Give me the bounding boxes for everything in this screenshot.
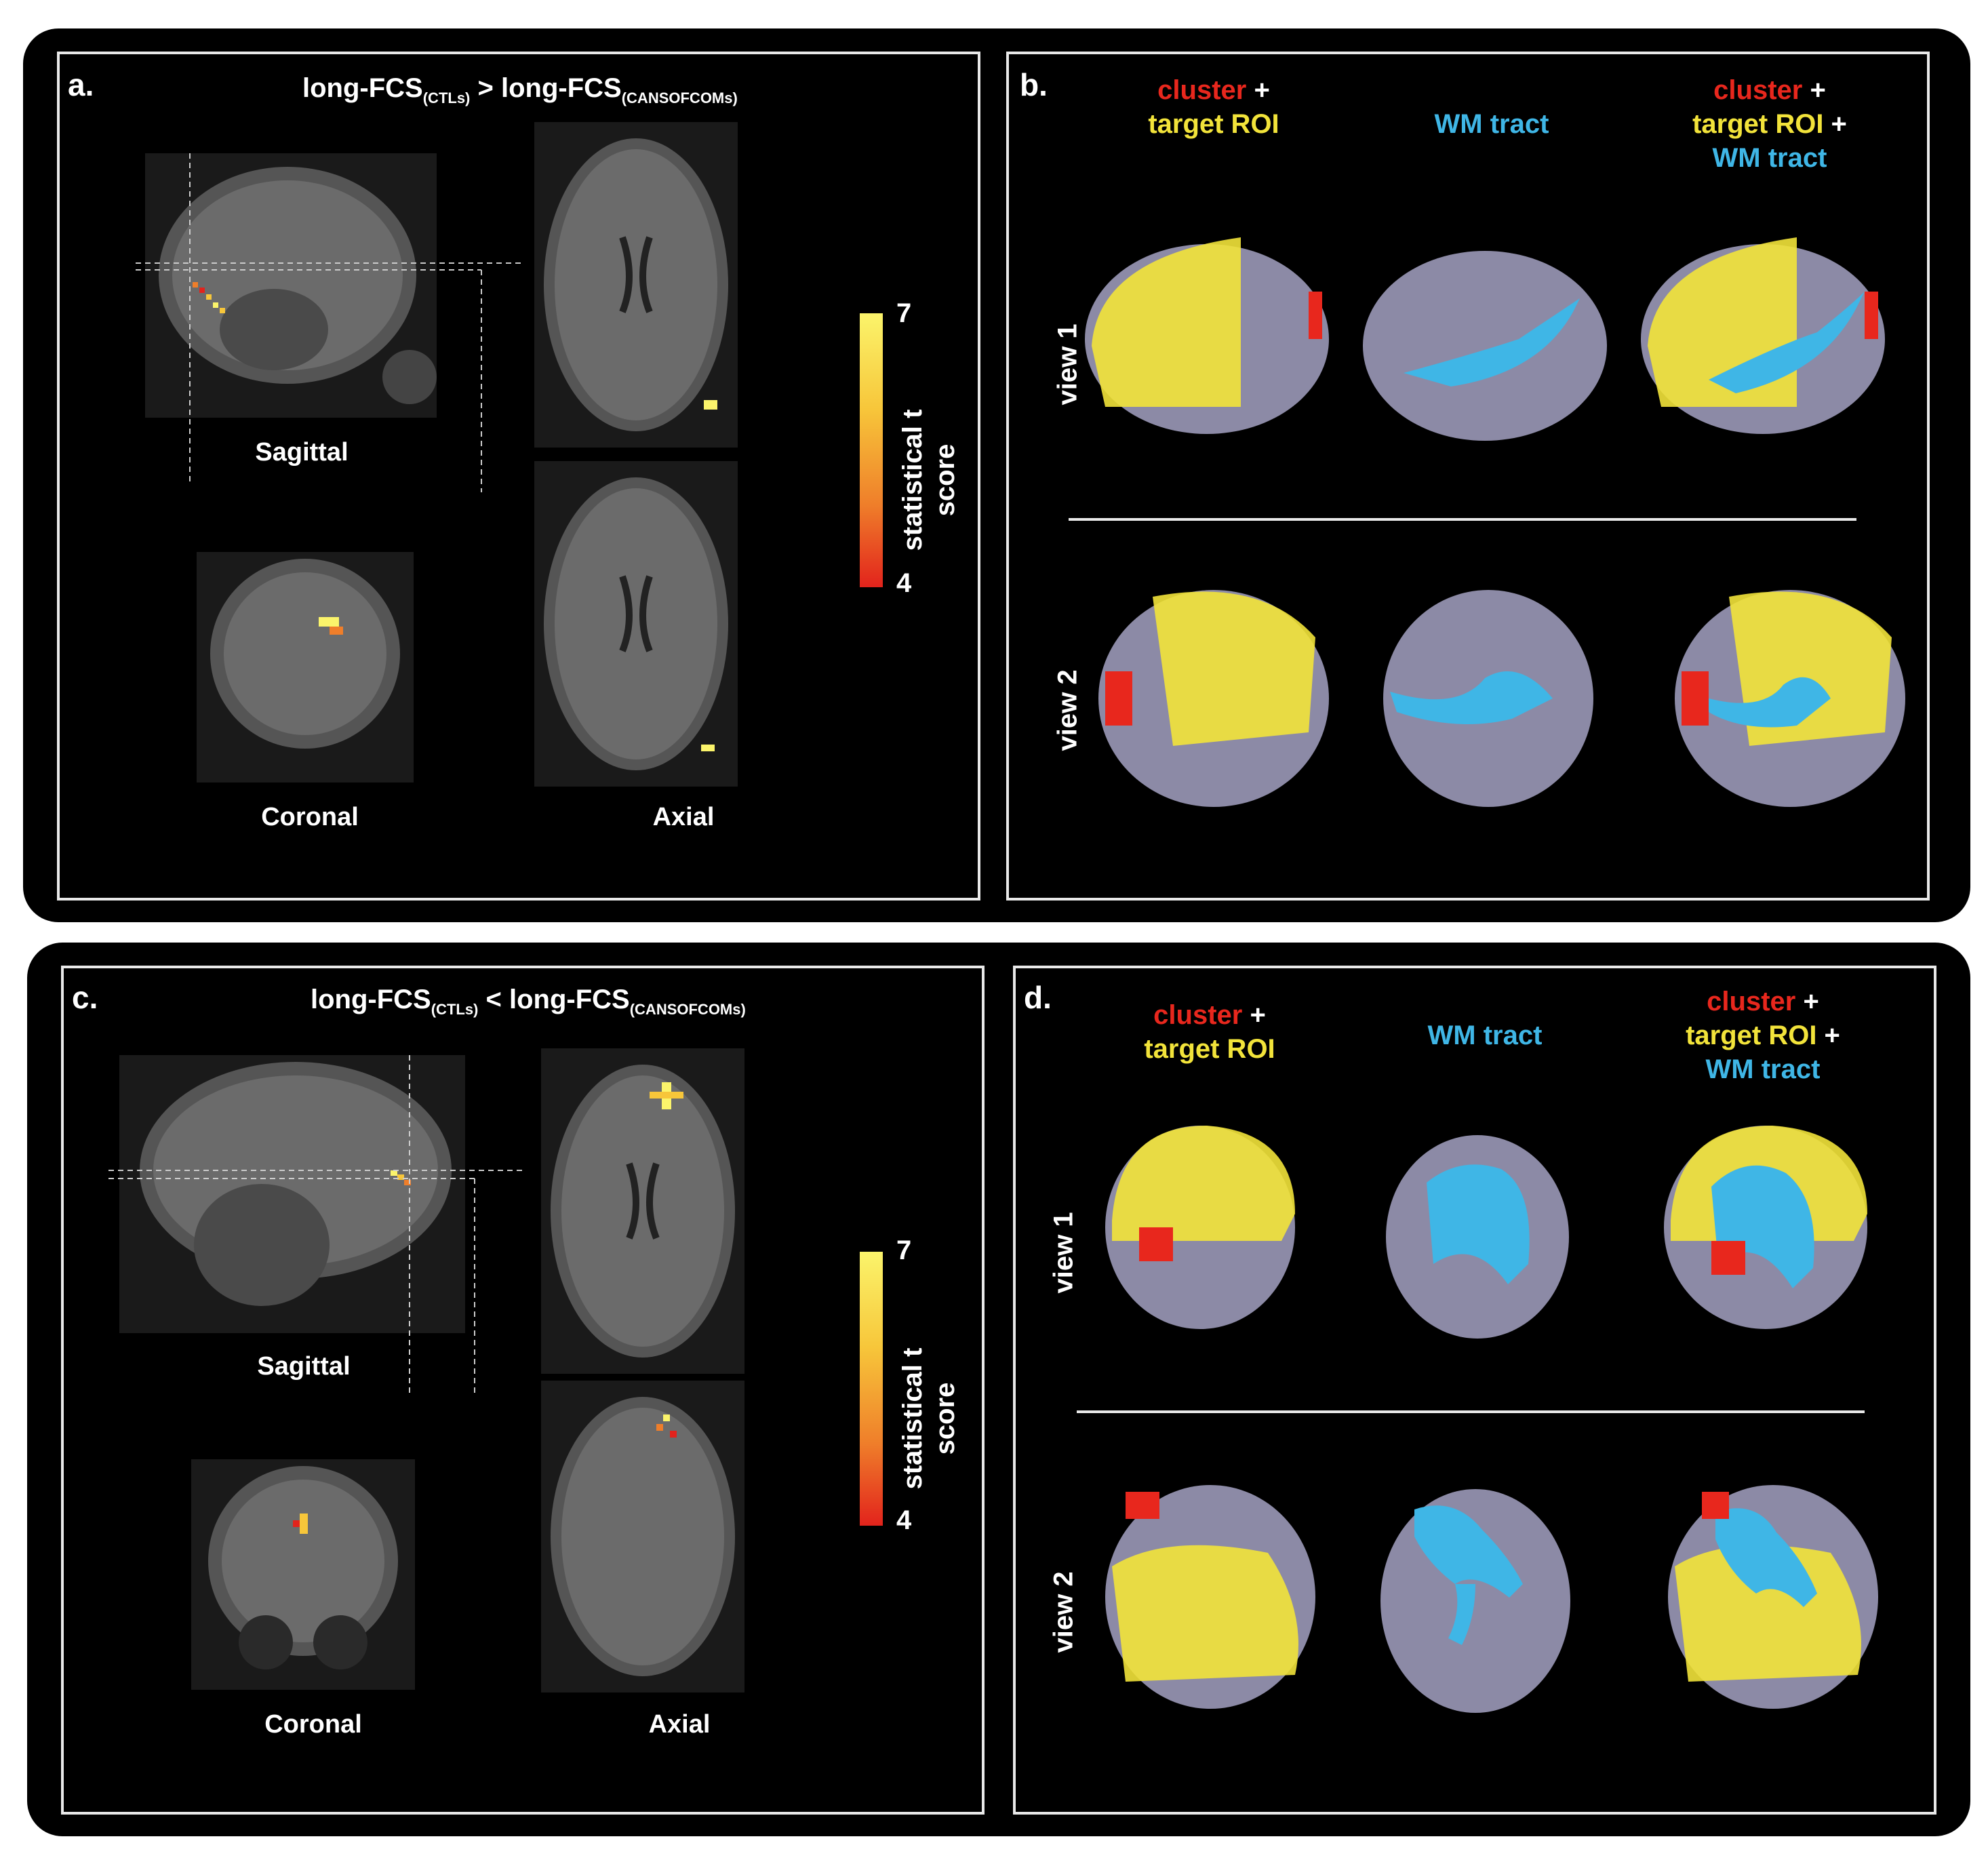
colorbar-a-title: statistical t score	[898, 409, 960, 551]
caption-coronal-a: Coronal	[261, 803, 359, 831]
panel-b-brain-view2-col1	[1098, 590, 1329, 807]
panel-d-brain-view2-col1	[1105, 1485, 1315, 1709]
panel-d	[1013, 966, 1936, 1815]
panel-d-view-1-label: view 1	[1048, 1212, 1079, 1294]
panel-b-divider	[1069, 518, 1856, 521]
panel-a-label: a.	[68, 67, 94, 102]
panel-b-brain-view1-col3	[1641, 237, 1885, 434]
panel-b-header-3: cluster + target ROI + WM tract	[1692, 75, 1847, 173]
coronal-slice-a	[197, 552, 414, 783]
panel-c	[61, 966, 985, 1815]
coronal-slice-c	[191, 1459, 415, 1690]
caption-axial-c: Axial	[648, 1710, 711, 1739]
panel-d-brain-view2-col3	[1668, 1485, 1878, 1709]
panel-b-brain-view1-col1	[1085, 237, 1329, 434]
colorbar-a	[860, 313, 883, 587]
axial-slice-c-lower	[541, 1381, 744, 1693]
guide-lines-c	[108, 1055, 522, 1394]
panel-d-header-2: WM tract	[1427, 1021, 1543, 1050]
panel-d-header-3: cluster + target ROI + WM tract	[1686, 987, 1840, 1084]
caption-axial-a: Axial	[652, 803, 715, 831]
colorbar-c-title: statistical t score	[898, 1347, 960, 1490]
panel-a	[57, 52, 980, 901]
panel-b-brain-view1-col2	[1363, 251, 1607, 441]
axial-slice-a-lower	[534, 461, 738, 787]
axial-slice-c-upper	[541, 1048, 744, 1374]
sagittal-slice-a	[145, 153, 437, 418]
panel-a-title: long-FCS(CTLs) > long-FCS(CANSOFCOMs)	[302, 73, 738, 106]
panel-b-brain-view2-col3	[1675, 590, 1905, 807]
caption-sagittal-a: Sagittal	[255, 438, 349, 467]
panel-c-title: long-FCS(CTLs) < long-FCS(CANSOFCOMs)	[311, 985, 746, 1018]
panel-d-brain-view2-col2	[1380, 1489, 1570, 1713]
panel-d-brain-view1-col2	[1386, 1135, 1569, 1339]
caption-coronal-c: Coronal	[264, 1710, 362, 1739]
panel-d-header-1: cluster + target ROI	[1144, 1000, 1275, 1064]
panel-d-brain-view1-col3	[1664, 1126, 1867, 1329]
sagittal-slice-c	[119, 1055, 465, 1333]
caption-sagittal-c: Sagittal	[257, 1352, 351, 1381]
panel-d-view-2-label: view 2	[1048, 1571, 1079, 1653]
panel-b	[1006, 52, 1930, 901]
colorbar-c-max: 7	[896, 1235, 912, 1265]
panel-b-view-2-label: view 2	[1052, 669, 1083, 751]
colorbar-c	[860, 1252, 883, 1526]
panel-b-header-2: WM tract	[1434, 109, 1549, 139]
panel-d-brain-view1-col1	[1105, 1126, 1295, 1329]
colorbar-c-min: 4	[896, 1505, 912, 1535]
panel-b-label: b.	[1020, 67, 1048, 102]
panel-b-brain-view2-col2	[1383, 590, 1593, 807]
panel-c-label: c.	[72, 980, 98, 1015]
axial-slice-a-upper	[534, 122, 738, 448]
panel-d-divider	[1077, 1410, 1865, 1413]
colorbar-a-max: 7	[896, 298, 912, 328]
guide-lines-a	[136, 153, 522, 492]
colorbar-a-min: 4	[896, 568, 912, 598]
panel-d-label: d.	[1024, 980, 1052, 1015]
panel-b-header-1: cluster + target ROI	[1148, 75, 1279, 139]
